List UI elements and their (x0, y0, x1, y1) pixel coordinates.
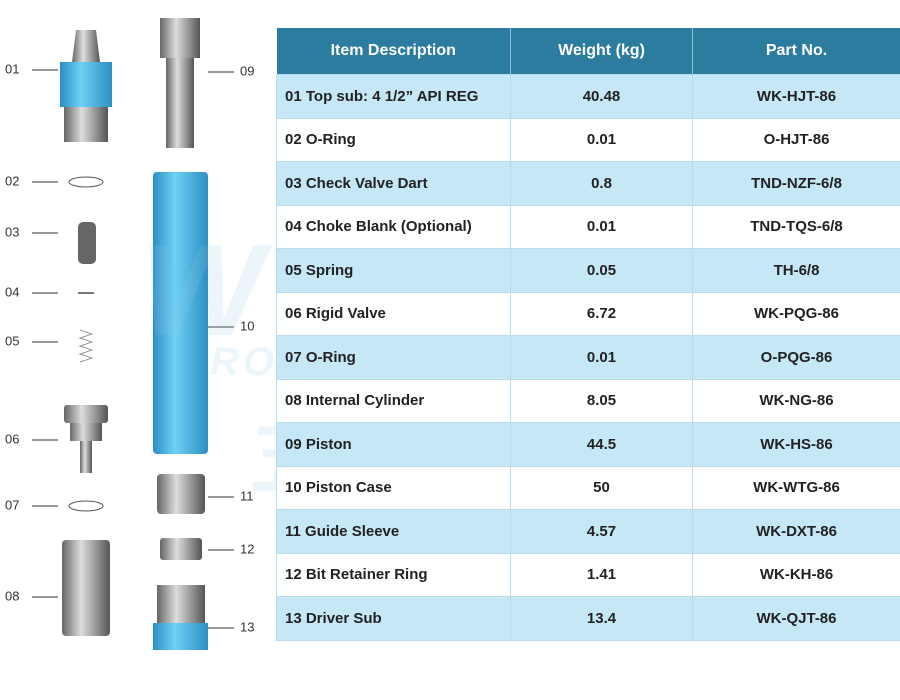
table-cell: WK-WTG-86 (692, 465, 900, 510)
table-cell: WK-QJT-86 (692, 596, 900, 641)
part-label: 04 (5, 284, 19, 299)
part-label: 01 (5, 61, 19, 76)
table-cell: TND-TQS-6/8 (692, 204, 900, 249)
table-cell: 8.05 (510, 378, 693, 423)
table-cell: 11 Guide Sleeve (276, 509, 511, 554)
table-row: 09 Piston 44.5 WK-HS-86 (276, 422, 900, 467)
table-cell: 0.01 (510, 117, 693, 162)
table-cell: WK-HS-86 (692, 422, 900, 467)
header-row: Item Description Weight (kg) Part No. (276, 28, 900, 75)
table-cell: WK-NG-86 (692, 378, 900, 423)
part-label: 10 (240, 318, 254, 333)
table-cell: 04 Choke Blank (Optional) (276, 204, 511, 249)
part-label: 08 (5, 588, 19, 603)
table-cell: WK-PQG-86 (692, 291, 900, 336)
table-cell: 50 (510, 465, 693, 510)
table-cell: 10 Piston Case (276, 465, 511, 510)
table-cell: O-PQG-86 (692, 335, 900, 380)
table-cell: WK-KH-86 (692, 552, 900, 597)
table-row: 07 O-Ring 0.01 O-PQG-86 (276, 335, 900, 380)
part-label: 12 (240, 541, 254, 556)
table-cell: 09 Piston (276, 422, 511, 467)
part-label: 07 (5, 497, 19, 512)
table-cell: 44.5 (510, 422, 693, 467)
table-cell: 06 Rigid Valve (276, 291, 511, 336)
part-label: 02 (5, 173, 19, 188)
table-cell: 02 O-Ring (276, 117, 511, 162)
table-cell: 08 Internal Cylinder (276, 378, 511, 423)
part-label: 11 (240, 488, 254, 503)
table-row: 05 Spring 0.05 TH-6/8 (276, 248, 900, 293)
table-row: 01 Top sub: 4 1/2” API REG 40.48 WK-HJT-86 (276, 74, 900, 119)
table-row: 03 Check Valve Dart 0.8 TND-NZF-6/8 (276, 161, 900, 206)
leader-lines (32, 69, 234, 629)
part-label: 09 (240, 63, 254, 78)
table-cell: 40.48 (510, 74, 693, 119)
part-shapes (60, 18, 208, 650)
table-row: 02 O-Ring 0.01 O-HJT-86 (276, 117, 900, 162)
table-cell: 1.41 (510, 552, 693, 597)
table-cell: 03 Check Valve Dart (276, 161, 511, 206)
table-row: 08 Internal Cylinder 8.05 WK-NG-86 (276, 378, 900, 423)
table-row: 06 Rigid Valve 6.72 WK-PQG-86 (276, 291, 900, 336)
table-cell: 01 Top sub: 4 1/2” API REG (276, 74, 511, 119)
table-cell: 13.4 (510, 596, 693, 641)
parts-diagram: 01 02 03 04 05 06 07 08 09 10 11 12 13 (5, 18, 254, 650)
table-cell: 0.01 (510, 204, 693, 249)
table-row: 11 Guide Sleeve 4.57 WK-DXT-86 (276, 509, 900, 554)
table-row: 12 Bit Retainer Ring 1.41 WK-KH-86 (276, 552, 900, 597)
table-cell: 0.01 (510, 335, 693, 380)
table-cell: 13 Driver Sub (276, 596, 511, 641)
header-cell: Part No. (692, 28, 900, 75)
table-row: 10 Piston Case 50 WK-WTG-86 (276, 465, 900, 510)
part-label: 13 (240, 619, 254, 634)
header-cell: Weight (kg) (510, 28, 693, 75)
table-cell: 6.72 (510, 291, 693, 336)
table-cell: WK-HJT-86 (692, 74, 900, 119)
table-cell: 0.05 (510, 248, 693, 293)
table-cell: TND-NZF-6/8 (692, 161, 900, 206)
table-cell: TH-6/8 (692, 248, 900, 293)
table-row: 13 Driver Sub 13.4 WK-QJT-86 (276, 596, 900, 641)
table-body: 01 Top sub: 4 1/2” API REG 40.48 WK-HJT-86… (276, 74, 900, 641)
part-label: 06 (5, 431, 19, 446)
part-label: 03 (5, 224, 19, 239)
header-cell: Item Description (276, 28, 511, 75)
part-label: 05 (5, 333, 19, 348)
table-row: 04 Choke Blank (Optional) 0.01 TND-TQS-6/8 (276, 204, 900, 249)
table-cell: 12 Bit Retainer Ring (276, 552, 511, 597)
parts-table: Item Description Weight (kg) Part No. 01 T… (276, 28, 900, 641)
table-cell: WK-DXT-86 (692, 509, 900, 554)
table-cell: 05 Spring (276, 248, 511, 293)
table-cell: O-HJT-86 (692, 117, 900, 162)
table-cell: 0.8 (510, 161, 693, 206)
table-cell: 4.57 (510, 509, 693, 554)
table-cell: 07 O-Ring (276, 335, 511, 380)
